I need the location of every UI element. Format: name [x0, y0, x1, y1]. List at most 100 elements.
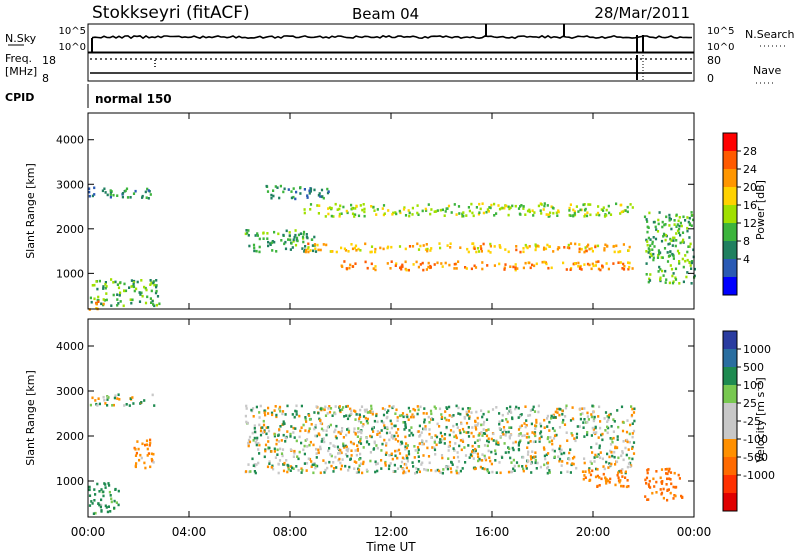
data-cell: [600, 477, 603, 481]
velocity-colorbar-label: Velocity [m s⁻¹]: [754, 377, 767, 462]
data-cell: [474, 266, 478, 269]
data-cell: [392, 405, 395, 408]
data-cell: [316, 464, 319, 468]
data-cell: [677, 231, 681, 235]
data-cell: [510, 461, 513, 464]
data-cell: [427, 415, 430, 419]
data-cell: [491, 470, 494, 474]
data-cell: [140, 401, 143, 404]
data-cell: [490, 450, 493, 454]
data-cell: [100, 510, 103, 513]
data-cell: [382, 421, 385, 424]
data-cell: [104, 283, 107, 286]
data-cell: [436, 422, 439, 426]
data-cell: [372, 447, 376, 450]
data-cell: [498, 461, 501, 464]
data-cell: [626, 465, 629, 469]
power-colorbar-tick: 20: [743, 181, 757, 194]
data-cell: [612, 245, 615, 248]
data-cell: [525, 424, 528, 427]
data-cell: [547, 266, 550, 270]
data-cell: [376, 433, 379, 436]
data-cell: [596, 244, 600, 248]
data-cell: [294, 243, 298, 247]
data-cell: [149, 438, 152, 442]
data-cell: [282, 190, 285, 194]
data-cell: [332, 444, 335, 447]
data-cell: [473, 467, 476, 471]
data-cell: [547, 215, 550, 218]
data-cell: [351, 442, 354, 445]
data-cell: [497, 204, 500, 207]
data-cell: [357, 419, 361, 423]
data-cell: [280, 439, 283, 442]
data-cell: [359, 430, 362, 433]
data-cell: [592, 431, 595, 434]
data-cell: [274, 405, 277, 408]
data-cell: [531, 408, 534, 411]
data-cell: [524, 405, 527, 408]
data-cell: [307, 429, 311, 433]
data-cell: [290, 242, 293, 245]
data-cell: [526, 246, 529, 250]
velocity-colorbar-swatch: [723, 493, 737, 512]
data-cell: [579, 266, 582, 269]
data-cell: [659, 276, 662, 280]
data-cell: [374, 265, 377, 268]
power-y-axis-label: Slant Range [km]: [24, 163, 37, 259]
data-cell: [278, 405, 282, 409]
data-cell: [504, 434, 507, 437]
data-cell: [105, 298, 108, 302]
data-cell: [96, 404, 99, 407]
data-cell: [481, 267, 484, 271]
data-cell: [670, 482, 673, 486]
data-cell: [329, 442, 332, 445]
data-cell: [276, 186, 279, 189]
data-cell: [602, 209, 605, 212]
data-cell: [320, 188, 324, 192]
data-cell: [439, 208, 442, 212]
data-cell: [407, 268, 410, 272]
data-cell: [385, 451, 388, 455]
data-cell: [659, 279, 662, 283]
data-cell: [543, 463, 546, 467]
data-cell: [254, 234, 257, 237]
nsky-tick-top: 10^5: [59, 26, 86, 37]
data-cell: [482, 423, 485, 426]
data-cell: [434, 434, 437, 437]
data-cell: [665, 472, 668, 475]
data-cell: [404, 214, 408, 217]
data-cell: [612, 436, 615, 440]
data-cell: [568, 457, 571, 461]
data-cell: [649, 238, 652, 241]
data-cell: [388, 464, 391, 468]
data-cell: [146, 454, 149, 457]
data-cell: [350, 412, 353, 416]
data-cell: [358, 417, 361, 420]
data-cell: [607, 418, 610, 422]
data-cell: [312, 443, 315, 447]
data-cell: [354, 449, 357, 452]
data-cell: [453, 267, 456, 270]
data-cell: [686, 250, 689, 254]
data-cell: [558, 426, 562, 429]
data-cell: [105, 292, 108, 295]
data-cell: [566, 246, 569, 249]
data-cell: [682, 215, 685, 219]
data-cell: [692, 248, 695, 252]
data-cell: [406, 459, 409, 463]
data-cell: [348, 465, 351, 469]
data-cell: [271, 249, 274, 252]
data-cell: [350, 243, 353, 246]
data-cell: [364, 416, 367, 420]
data-cell: [129, 397, 132, 400]
data-cell: [398, 452, 402, 455]
data-cell: [318, 204, 321, 207]
data-cell: [425, 412, 428, 415]
data-cell: [533, 410, 537, 413]
data-cell: [627, 249, 630, 252]
data-cell: [307, 457, 310, 460]
data-cell: [533, 264, 536, 268]
data-cell: [583, 203, 586, 206]
data-cell: [571, 417, 574, 420]
